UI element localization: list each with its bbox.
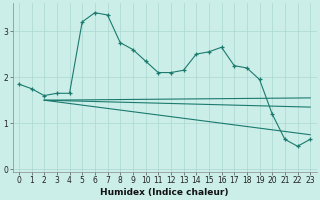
X-axis label: Humidex (Indice chaleur): Humidex (Indice chaleur) — [100, 188, 229, 197]
